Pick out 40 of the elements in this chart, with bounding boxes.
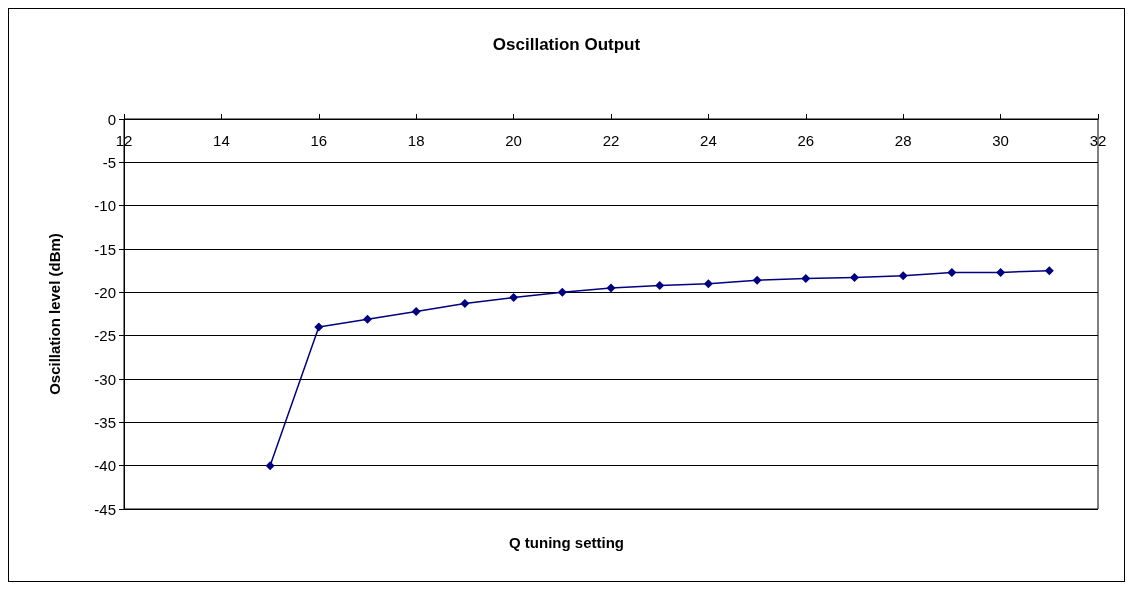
point — [850, 273, 859, 283]
y-tick-label: -5 — [102, 153, 116, 171]
y-tick-label: -10 — [94, 197, 116, 215]
x-axis-title: Q tuning setting — [509, 534, 624, 551]
y-tick-label: -25 — [94, 327, 116, 345]
point — [947, 267, 957, 277]
y-tick-label: -30 — [94, 370, 116, 388]
point — [606, 283, 616, 293]
y-axis-title: Oscillation level (dBm) — [46, 233, 63, 395]
point — [265, 461, 275, 471]
x-tick-label: 14 — [213, 132, 230, 149]
y-tick-label: -20 — [94, 283, 116, 301]
x-tick-label: 30 — [992, 132, 1009, 149]
y-tick-label: -35 — [94, 413, 116, 431]
point — [314, 322, 324, 332]
point — [703, 279, 713, 289]
point — [752, 275, 762, 285]
point — [557, 287, 567, 297]
point — [655, 280, 665, 290]
point — [996, 267, 1006, 277]
point — [460, 299, 470, 309]
point — [411, 306, 421, 316]
x-tick-label: 26 — [797, 132, 815, 149]
x-tick-label: 18 — [407, 132, 425, 149]
y-tick-label: -40 — [94, 457, 116, 475]
point — [363, 314, 372, 324]
x-tick-label: 28 — [894, 132, 912, 149]
point — [898, 271, 908, 281]
point — [509, 293, 519, 303]
x-tick-label: 32 — [1089, 132, 1107, 149]
x-tick-label: 22 — [602, 132, 620, 149]
point — [801, 273, 811, 283]
x-tick-label: 16 — [310, 132, 328, 149]
point — [1044, 266, 1054, 276]
x-tick-label: 20 — [505, 132, 522, 149]
y-tick-label: -45 — [94, 500, 116, 518]
x-tick-label: 24 — [700, 132, 717, 149]
y-tick-label: -15 — [94, 240, 116, 258]
y-tick-label: 0 — [107, 110, 116, 128]
chart-title: Oscillation Output — [492, 35, 641, 54]
